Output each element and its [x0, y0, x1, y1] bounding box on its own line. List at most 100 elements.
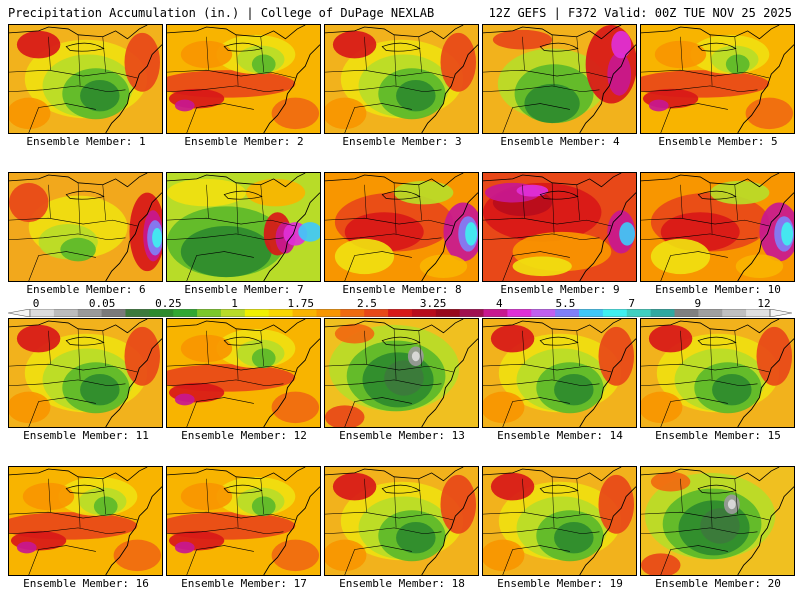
precipitation-map — [483, 467, 636, 575]
ensemble-member-label: Ensemble Member: 7 — [184, 283, 304, 296]
precipitation-map — [167, 467, 320, 575]
precipitation-map — [167, 319, 320, 427]
precipitation-map — [9, 467, 162, 575]
precipitation-map — [9, 173, 162, 281]
model-valid-time: 12Z GEFS | F372 Valid: 00Z TUE NOV 25 20… — [488, 6, 792, 20]
precipitation-map — [325, 319, 478, 427]
ensemble-map-panel — [324, 466, 479, 576]
colorbar-segment — [197, 309, 222, 317]
ensemble-member-label: Ensemble Member: 16 — [23, 577, 149, 590]
ensemble-member-label: Ensemble Member: 4 — [500, 135, 620, 148]
ensemble-map-panel — [166, 172, 321, 282]
colorbar-max-arrow — [769, 309, 792, 317]
colorbar-segment — [698, 309, 723, 317]
precipitation-map — [641, 319, 794, 427]
colorbar-tick-label: 1 — [231, 297, 238, 310]
colorbar-segment — [459, 309, 484, 317]
colorbar-segment — [483, 309, 508, 317]
colorbar-segment — [149, 309, 174, 317]
colorbar-segment — [435, 309, 461, 317]
colorbar-segment — [626, 309, 652, 317]
ensemble-member-label: Ensemble Member: 9 — [500, 283, 620, 296]
ensemble-map-panel — [482, 24, 637, 134]
ensemble-map-panel — [8, 172, 163, 282]
colorbar-segment — [531, 309, 556, 317]
precipitation-map — [641, 467, 794, 575]
ensemble-member-label: Ensemble Member: 12 — [181, 429, 307, 442]
colorbar-tick-label: 2.5 — [356, 297, 377, 310]
ensemble-member-label: Ensemble Member: 18 — [339, 577, 465, 590]
precipitation-map — [483, 25, 636, 133]
precipitation-map — [325, 25, 478, 133]
colorbar-segment — [722, 309, 747, 317]
ensemble-member-label: Ensemble Member: 20 — [655, 577, 781, 590]
ensemble-map-panel — [166, 318, 321, 428]
colorbar-segment — [579, 309, 604, 317]
colorbar-segment — [674, 309, 699, 317]
precipitation-colorbar — [8, 309, 792, 317]
colorbar-segment — [53, 309, 79, 317]
ensemble-map-panel — [324, 24, 479, 134]
colorbar-segment — [650, 309, 675, 317]
precipitation-map — [325, 467, 478, 575]
colorbar-segment — [507, 309, 532, 317]
colorbar-tick-label: 9 — [694, 297, 702, 310]
colorbar-segment — [340, 309, 365, 317]
ensemble-map-panel — [640, 318, 795, 428]
colorbar-segment — [292, 309, 317, 317]
precipitation-map — [167, 173, 320, 281]
ensemble-map-panel — [8, 318, 163, 428]
ensemble-map-panel — [640, 172, 795, 282]
colorbar-tick-label: 0.25 — [155, 297, 182, 310]
ensemble-map-panel — [8, 466, 163, 576]
precipitation-map — [483, 319, 636, 427]
ensemble-member-label: Ensemble Member: 14 — [497, 429, 623, 442]
colorbar-segment — [602, 309, 628, 317]
ensemble-member-label: Ensemble Member: 19 — [497, 577, 623, 590]
colorbar-tick-label: 0 — [32, 297, 40, 310]
colorbar-segment — [364, 309, 389, 317]
ensemble-member-label: Ensemble Member: 6 — [26, 283, 146, 296]
ensemble-map-panel — [640, 24, 795, 134]
colorbar-segment — [411, 309, 437, 317]
colorbar-tick-label: 12 — [757, 297, 771, 310]
ensemble-map-panel — [166, 466, 321, 576]
colorbar-segment — [220, 309, 246, 317]
colorbar-segment — [316, 309, 341, 317]
colorbar-segment — [101, 309, 126, 317]
precipitation-map — [167, 25, 320, 133]
colorbar-segment — [244, 309, 270, 317]
ensemble-map-panel — [482, 466, 637, 576]
colorbar-tick-label: 0.05 — [88, 297, 116, 310]
ensemble-map-panel — [8, 24, 163, 134]
precipitation-map — [9, 319, 162, 427]
colorbar-segment — [173, 309, 198, 317]
ensemble-member-label: Ensemble Member: 2 — [184, 135, 304, 148]
precipitation-map — [641, 25, 794, 133]
ensemble-member-label: Ensemble Member: 10 — [655, 283, 781, 296]
precipitation-map — [9, 25, 162, 133]
colorbar-tick-label: 3.25 — [419, 297, 447, 310]
colorbar-tick-label: 7 — [628, 297, 635, 310]
colorbar-segment — [30, 309, 55, 317]
ensemble-map-panel — [482, 318, 637, 428]
colorbar-min-arrow — [8, 309, 31, 317]
ensemble-member-label: Ensemble Member: 11 — [23, 429, 149, 442]
chart-title: Precipitation Accumulation (in.) | Colle… — [8, 6, 435, 20]
ensemble-map-panel — [166, 24, 321, 134]
precipitation-map — [483, 173, 636, 281]
ensemble-map-panel — [324, 172, 479, 282]
ensemble-member-label: Ensemble Member: 1 — [26, 135, 146, 148]
precipitation-map — [325, 173, 478, 281]
colorbar-segment — [77, 309, 103, 317]
ensemble-member-label: Ensemble Member: 8 — [342, 283, 462, 296]
ensemble-member-label: Ensemble Member: 17 — [181, 577, 307, 590]
colorbar-tick-label: 4 — [495, 297, 503, 310]
colorbar-tick-label: 5.5 — [555, 297, 576, 310]
ensemble-map-panel — [482, 172, 637, 282]
ensemble-map-panel — [324, 318, 479, 428]
colorbar-tick-label: 1.75 — [287, 297, 314, 310]
ensemble-map-panel — [640, 466, 795, 576]
ensemble-member-label: Ensemble Member: 5 — [658, 135, 778, 148]
colorbar-segment — [555, 309, 580, 317]
